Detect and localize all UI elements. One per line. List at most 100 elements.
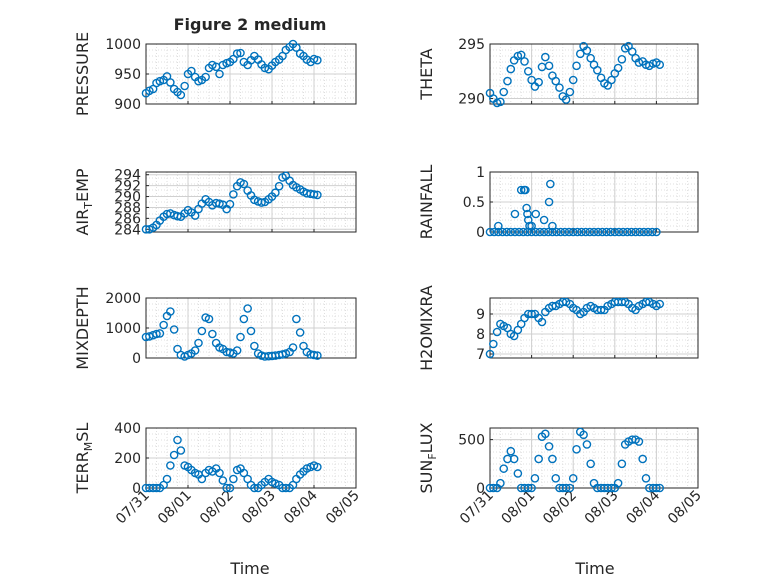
data-point — [643, 227, 653, 237]
data-point — [520, 57, 529, 66]
y-tick-label: 295 — [458, 37, 485, 53]
data-point — [652, 227, 661, 237]
x-tick-label: 08/05 — [323, 488, 363, 528]
data-point — [509, 331, 519, 341]
data-point — [638, 454, 647, 464]
data-point — [232, 49, 242, 58]
data-point — [589, 227, 599, 237]
data-point — [222, 483, 231, 493]
data-point — [292, 43, 301, 52]
y-tick-label: 1 — [476, 165, 485, 181]
data-point — [229, 190, 238, 199]
y-tick-label: 290 — [114, 190, 141, 206]
data-point — [537, 62, 547, 72]
data-point — [565, 483, 575, 493]
data-point — [187, 66, 196, 76]
y-axis-label: AIRTEMP — [73, 168, 95, 235]
data-point — [522, 203, 531, 213]
data-point — [190, 211, 200, 220]
data-point — [531, 209, 541, 219]
data-point — [499, 87, 509, 97]
data-point — [169, 450, 179, 460]
data-point — [162, 474, 172, 484]
data-point — [555, 83, 564, 92]
data-point — [544, 442, 554, 451]
data-point — [489, 483, 498, 493]
data-point — [166, 461, 175, 470]
data-point — [618, 227, 628, 237]
data-point — [281, 483, 291, 493]
data-point — [521, 185, 530, 195]
y-tick-label: 900 — [114, 97, 141, 113]
data-point — [485, 349, 495, 359]
data-point — [534, 77, 543, 87]
data-point — [155, 329, 165, 338]
data-point — [596, 305, 606, 315]
data-point — [568, 227, 578, 237]
data-point — [173, 211, 182, 221]
y-tick-label: 292 — [114, 179, 141, 195]
data-point — [544, 197, 554, 207]
x-axis-label-left: Time — [229, 559, 269, 578]
data-point — [586, 459, 595, 469]
data-point — [523, 66, 533, 76]
y-tick-label: 0.5 — [463, 195, 485, 211]
data-point — [489, 339, 498, 349]
data-point — [194, 338, 203, 348]
data-point — [575, 49, 585, 59]
axes-box — [489, 43, 699, 105]
x-tick-label: 08/02 — [197, 488, 237, 528]
data-point — [527, 309, 536, 319]
data-point — [257, 198, 266, 207]
data-point — [201, 72, 210, 82]
data-point — [173, 435, 182, 445]
data-point — [585, 227, 595, 237]
data-point — [548, 454, 557, 464]
data-point — [155, 76, 165, 86]
data-point — [607, 483, 616, 493]
data-point — [313, 190, 322, 200]
data-point — [239, 179, 249, 189]
data-point — [152, 483, 161, 493]
data-point — [514, 227, 524, 237]
data-point — [560, 227, 570, 237]
data-point — [593, 227, 603, 237]
x-tick-label: 08/01 — [499, 488, 539, 528]
data-point — [614, 227, 624, 237]
data-point — [510, 209, 520, 219]
data-point — [204, 314, 214, 324]
data-point — [548, 221, 557, 231]
data-point — [274, 181, 284, 191]
data-point — [617, 54, 627, 64]
data-point — [647, 227, 657, 237]
y-tick-label: 0 — [476, 225, 485, 241]
data-point — [539, 227, 549, 237]
data-point — [543, 227, 553, 237]
y-tick-label: 0 — [476, 481, 485, 497]
data-point — [509, 454, 519, 464]
y-tick-label: 1000 — [105, 37, 141, 53]
data-point — [271, 188, 280, 198]
y-axis-label: TERRMSL — [73, 423, 95, 495]
data-point — [218, 476, 228, 485]
data-point — [152, 329, 161, 339]
data-point — [494, 227, 503, 237]
data-point — [313, 351, 322, 360]
y-tick-label: 0 — [132, 481, 141, 497]
data-point — [552, 227, 561, 237]
y-tick-label: 1000 — [105, 321, 141, 337]
data-point — [541, 429, 550, 439]
y-tick-label: 294 — [114, 168, 141, 184]
data-point — [250, 341, 259, 351]
data-point — [551, 76, 561, 86]
data-point — [582, 46, 592, 55]
axes-box — [489, 297, 699, 359]
y-axis-label: RAINFALL — [417, 165, 436, 240]
data-point — [602, 227, 611, 237]
subplot-4: 0 0.5 1 RAINFALL — [417, 165, 699, 241]
data-point — [546, 179, 555, 189]
x-tick-label: 08/01 — [155, 488, 195, 528]
